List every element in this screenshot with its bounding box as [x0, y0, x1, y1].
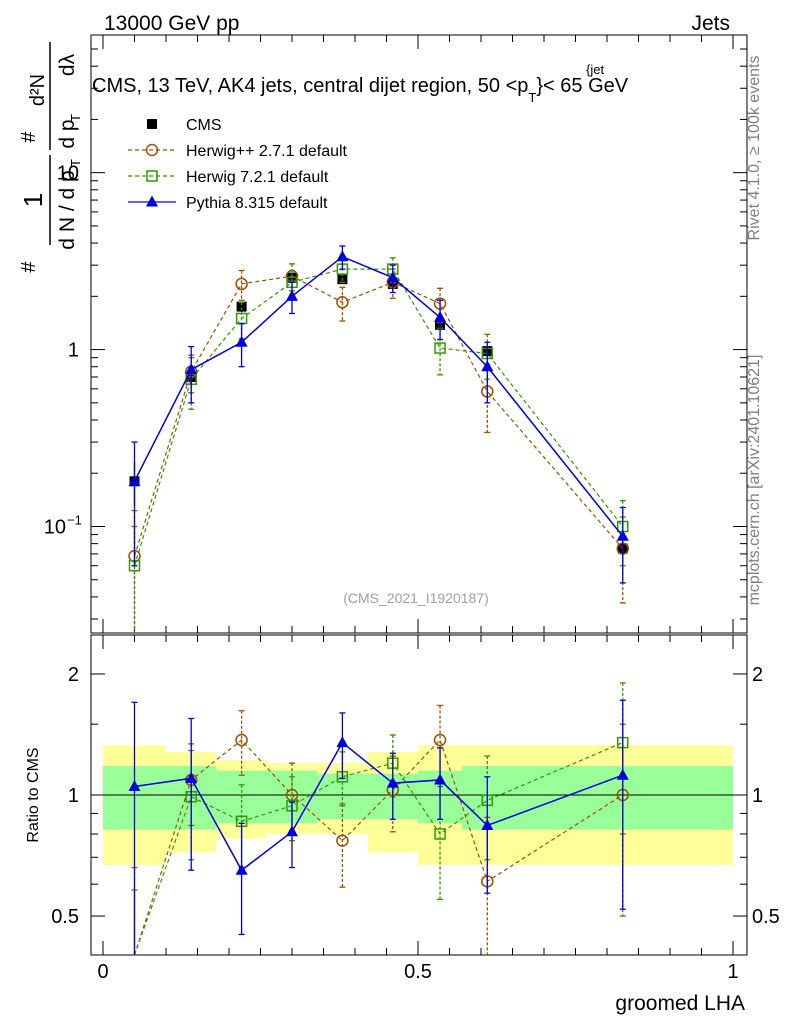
y-tick-label: 1: [68, 340, 79, 362]
series-line-pythia: [133, 255, 624, 537]
data-point-pythia: [185, 363, 198, 375]
data-point-pythia: [386, 271, 399, 283]
legend-entry-cms: CMS: [147, 117, 222, 134]
legend-entry-herwig7: Herwig 7.2.1 default: [128, 169, 329, 186]
legend-entry-herwigpp: Herwig++ 2.7.1 default: [128, 143, 348, 160]
legend-label: Pythia 8.315 default: [186, 195, 328, 212]
x-tick-label: 1: [727, 961, 738, 983]
data-point-pythia: [336, 250, 349, 262]
title-text-before: CMS, 13 TeV, AK4 jets, central dijet reg…: [92, 75, 528, 97]
y-label-prefix: #: [18, 261, 40, 273]
legend-label: CMS: [186, 117, 222, 134]
mcplots-source-label: mcplots.cern.ch [arXiv:2401.10621]: [746, 355, 763, 606]
y-tick-label: 10: [44, 516, 66, 538]
ratio-point-pythia: [286, 825, 298, 837]
data-point-cms: [236, 301, 247, 312]
y-tick-label: 10: [57, 163, 79, 185]
ratio-tick-label-right: 0.5: [752, 906, 780, 928]
header-process-label: Jets: [691, 12, 730, 35]
rivet-version-label: Rivet 4.1.0, ≥ 100k events: [746, 56, 763, 241]
y-label-denominator: d N / d p: [56, 170, 79, 249]
series-cms: [129, 272, 628, 562]
legend: CMS Herwig++ 2.7.1 default Herwig 7.2.1 de…: [128, 117, 348, 212]
series-line-herwig7: [133, 268, 624, 566]
legend-marker-herwigpp: [145, 143, 159, 157]
y-label-dpt-sub: T: [68, 114, 83, 122]
legend-marker-herwig7: [146, 170, 158, 182]
ratio-point-pythia: [386, 776, 399, 788]
y-tick-exponent: −1: [67, 512, 82, 527]
ratio-point-pythia: [481, 818, 494, 830]
legend-marker-cms: [147, 119, 157, 129]
y-label-hash: #: [18, 131, 40, 143]
x-tick-label: 0.5: [404, 961, 432, 983]
plot-title: CMS, 13 TeV, AK4 jets, central dijet reg…: [92, 62, 629, 105]
legend-label: Herwig++ 2.7.1 default: [186, 143, 348, 160]
data-point-pythia: [128, 474, 141, 486]
ratio-point-herwigpp: [235, 733, 248, 747]
series-line-herwigpp: [133, 275, 624, 557]
ratio-series-pythia: [128, 699, 629, 955]
ratio-panel: 0 0.5 1 0.5 0.5 1 1 2 2: [51, 634, 780, 983]
x-axis-label: groomed LHA: [615, 992, 745, 1015]
uncertainty-band-inner: [317, 773, 368, 820]
ratio-y-axis-label: Ratio to CMS: [25, 747, 42, 842]
data-point-herwigpp: [336, 296, 349, 309]
ratio-point-pythia: [185, 771, 198, 783]
analysis-id-watermark: (CMS_2021_I1920187): [343, 590, 489, 606]
legend-label: Herwig 7.2.1 default: [186, 169, 329, 186]
ratio-tick-label-left: 2: [68, 664, 79, 686]
data-point-pythia: [235, 335, 248, 347]
data-point-pythia: [481, 360, 494, 372]
ratio-point-herwigpp: [433, 733, 447, 747]
x-tick-label: 0: [97, 961, 108, 983]
ratio-tick-label-left: 1: [68, 785, 79, 807]
ratio-point-pythia: [434, 773, 447, 785]
ratio-line-herwigpp: [133, 738, 624, 956]
title-text-after: }< 65 GeV: [536, 75, 628, 97]
y-label-denominator-sub: T: [68, 159, 83, 167]
ratio-point-herwig7: [434, 828, 446, 840]
main-y-axis-label: # 1 d N / d p T # d²N d p T dλ: [18, 42, 83, 273]
ratio-line-herwig7: [133, 742, 623, 956]
title-superscript: {jet: [586, 62, 604, 77]
ratio-tick-label-left: 0.5: [51, 906, 79, 928]
ratio-tick-label-right: 1: [752, 785, 763, 807]
ratio-point-pythia: [336, 736, 349, 748]
ratio-point-herwigpp: [336, 834, 349, 847]
y-label-dpt: d p: [56, 119, 79, 148]
y-label-dlambda: dλ: [56, 53, 79, 76]
data-point-pythia: [286, 289, 298, 301]
ratio-point-pythia: [616, 768, 629, 780]
svg-text:CMS, 13 TeV, AK4 jets, central: CMS, 13 TeV, AK4 jets, central dijet reg…: [92, 75, 629, 105]
ratio-point-pythia: [235, 863, 248, 875]
title-subscript: T: [528, 90, 536, 105]
legend-marker-pythia: [146, 195, 158, 207]
series-herwig7: [128, 257, 629, 633]
data-point-herwigpp: [235, 277, 248, 291]
ratio-tick-label-right: 2: [752, 664, 763, 686]
ratio-point-pythia: [128, 779, 141, 791]
data-point-pythia: [434, 310, 447, 322]
main-frame: [90, 34, 748, 634]
header-energy-label: 13000 GeV pp: [104, 12, 239, 35]
series-pythia: [128, 245, 629, 584]
y-label-d2n: d²N: [27, 74, 49, 106]
y-label-one: 1: [18, 193, 48, 207]
data-point-herwig7: [434, 342, 446, 354]
legend-entry-pythia: Pythia 8.315 default: [128, 195, 328, 212]
data-point-pythia: [616, 529, 629, 541]
